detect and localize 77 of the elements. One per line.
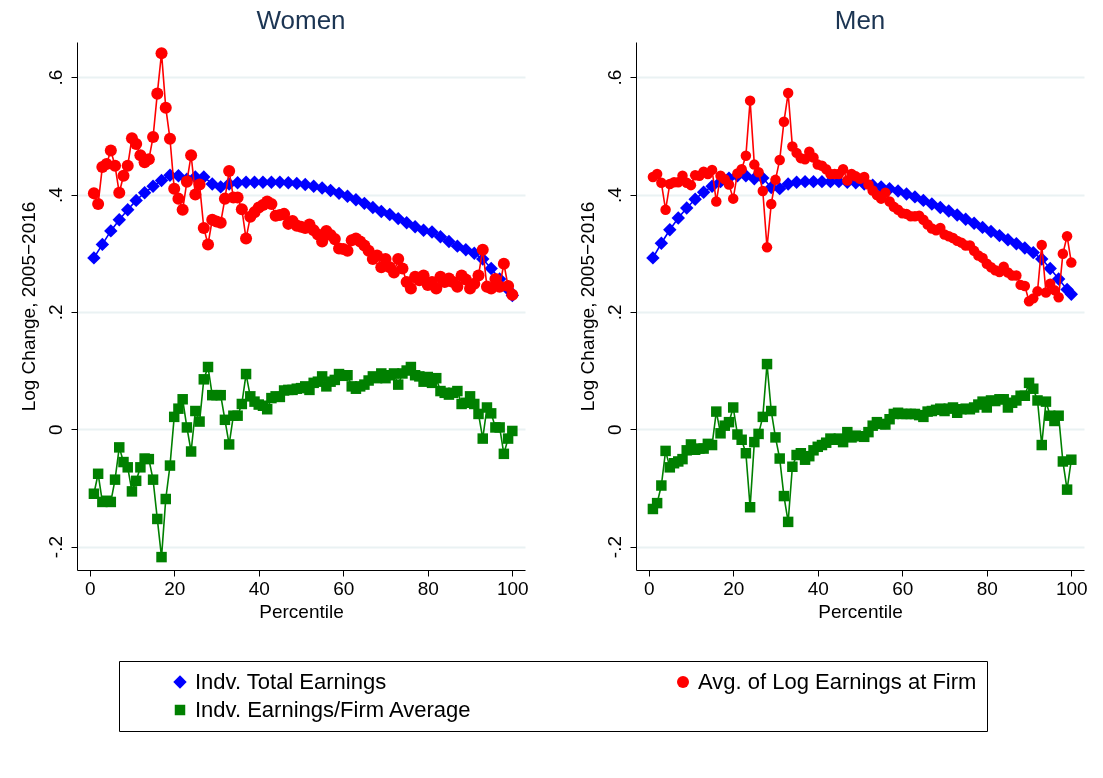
point [1026,245,1040,260]
x-axis-title: Percentile [818,600,903,622]
point [899,187,914,201]
point [958,212,973,226]
point [332,186,346,201]
x-tick-label: 100 [496,577,529,599]
point [154,173,169,188]
point [772,181,787,196]
x-tick-label: 60 [892,577,914,599]
point [425,225,439,239]
point [433,230,448,244]
point [391,211,405,226]
x-tick-label: 80 [417,577,439,599]
point [1043,261,1057,276]
y-tick-label: .4 [603,186,625,203]
chart-title: Women [256,5,346,35]
point [129,193,143,208]
point [459,242,473,257]
x-tick-label: 20 [164,577,186,599]
point [146,179,160,194]
point [950,208,964,222]
point [340,189,355,203]
point [399,215,414,230]
y-tick-label: -.2 [603,535,625,559]
y-axis-title: Log Change, 2005−2016 [576,201,598,412]
point [450,239,465,253]
point [95,237,110,252]
y-tick-label: 0 [603,424,625,435]
x-tick-label: 20 [723,577,745,599]
chart-title: Men [834,5,886,35]
point [646,251,660,265]
x-tick-label: 80 [976,577,998,599]
point [383,207,397,222]
point [671,211,685,225]
point [967,216,981,230]
y-axis-title: Log Change, 2005−2016 [17,201,39,412]
point [366,200,380,215]
point [1009,237,1024,251]
legend-label: Indv. Earnings/Firm Average [195,697,471,722]
point [688,192,702,206]
point [916,193,931,208]
point [484,261,498,276]
x-tick-label: 40 [248,577,270,599]
y-tick-label: -.2 [44,535,66,559]
point [467,246,481,260]
point [1018,241,1032,255]
x-tick-label: 60 [333,577,355,599]
y-tick-label: 0 [44,424,66,435]
point [121,203,135,217]
point [680,201,694,215]
x-axis-title: Percentile [259,600,344,622]
y-tick-label: .6 [603,69,625,86]
point [654,236,669,250]
point [87,251,101,265]
point [442,234,456,249]
x-tick-label: 0 [643,577,655,599]
point [112,213,126,227]
point [1064,287,1079,301]
point [942,204,956,218]
legend-label: Avg. of Log Earnings at Firm [698,669,977,694]
x-tick-label: 100 [1055,577,1088,599]
x-tick-label: 40 [807,577,829,599]
point [696,185,711,199]
point [306,179,321,194]
point [104,224,118,238]
y-tick-label: .2 [603,304,625,321]
y-tick-label: .4 [44,186,66,203]
point [984,224,998,239]
point [137,186,152,200]
point [213,180,228,194]
point [663,223,677,237]
y-tick-label: .2 [44,304,66,321]
point [1001,233,1015,247]
point [408,220,422,234]
legend-label: Indv. Total Earnings [195,669,387,694]
x-tick-label: 0 [84,577,96,599]
y-tick-label: .6 [44,69,66,86]
